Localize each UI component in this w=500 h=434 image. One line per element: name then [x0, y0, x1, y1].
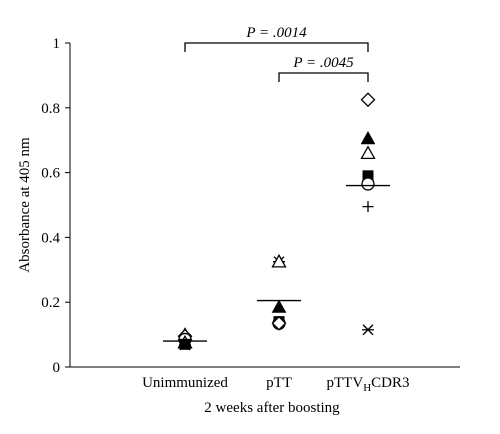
data-point-filled-triangle [360, 131, 376, 145]
data-point-star [362, 324, 374, 336]
y-axis-label: Absorbance at 405 nm [17, 137, 33, 273]
data-point-circle [361, 177, 375, 191]
data-points [177, 92, 376, 351]
y-tick-label: 1 [53, 36, 61, 52]
significance-bracket [184, 42, 369, 52]
data-point-filled-square [362, 170, 374, 182]
p-value-label: P = .0045 [292, 55, 354, 71]
axes: 0 0.2 0.4 0.6 0.8 1 Unimmunized pTT pTTVHCDR3 [41, 36, 460, 394]
data-point-filled-triangle [271, 299, 287, 313]
significance-bracket [278, 72, 369, 82]
x-tick-label: Unimmunized [142, 375, 228, 391]
data-point-diamond [271, 315, 287, 331]
y-tick-label: 0.4 [41, 230, 60, 246]
y-tick-label: 0.6 [41, 166, 60, 182]
data-point-open-triangle [360, 145, 376, 160]
x-axis-label: 2 weeks after boosting [204, 400, 340, 416]
x-tick-label: pTT [266, 375, 292, 391]
significance-brackets: P = .0014 P = .0045 [184, 25, 369, 82]
y-tick-label: 0 [53, 360, 61, 376]
data-point-plus [362, 201, 374, 213]
p-value-label: P = .0014 [245, 25, 307, 41]
median-lines [163, 184, 390, 342]
data-point-diamond [360, 92, 376, 108]
y-tick-label: 0.8 [41, 101, 60, 117]
x-tick-label: pTTVHCDR3 [327, 375, 410, 394]
y-tick-label: 0.2 [41, 295, 60, 311]
data-point-open-triangle [271, 253, 287, 268]
